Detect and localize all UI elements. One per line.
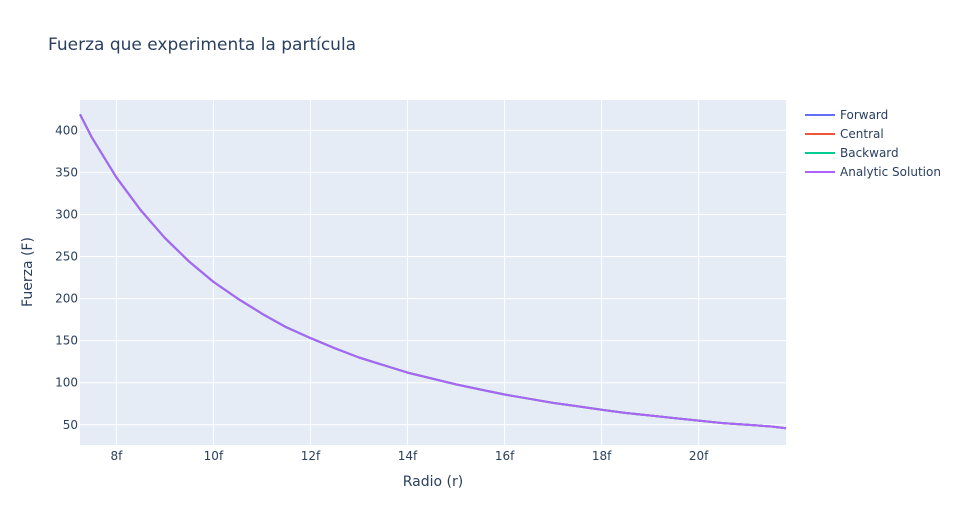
x-tick-label: 18f (592, 449, 612, 463)
chart-title: Fuerza que experimenta la partícula (48, 35, 356, 55)
y-axis-title: Fuerza (F) (20, 237, 36, 307)
legend-item[interactable]: Forward (805, 108, 888, 122)
legend-label: Analytic Solution (840, 165, 941, 179)
series-layer (79, 113, 787, 430)
y-tick-label: 400 (55, 123, 78, 137)
y-tick-label: 200 (55, 292, 78, 306)
y-tick-label: 350 (55, 165, 78, 179)
y-tick-label: 150 (55, 334, 78, 348)
legend: Forward Central Backward Analytic Solution (805, 108, 941, 179)
y-tick-label: 100 (55, 376, 78, 390)
x-axis-title: Radio (r) (403, 474, 463, 490)
y-tick-label: 250 (55, 250, 78, 264)
legend-label: Central (840, 127, 884, 141)
y-tick-label: 50 (63, 418, 78, 432)
plot-area (80, 100, 786, 445)
x-tick-label: 16f (495, 449, 515, 463)
y-axis-ticks: 50 100 150 200 250 300 350 400 (55, 123, 78, 432)
series-line-analytic-solution (79, 113, 787, 430)
y-tick-label: 300 (55, 207, 78, 221)
x-tick-label: 14f (398, 449, 418, 463)
x-tick-label: 10f (204, 449, 224, 463)
x-axis-ticks: 8f 10f 12f 14f 16f 18f 20f (110, 449, 709, 463)
legend-item[interactable]: Backward (805, 146, 899, 160)
x-tick-label: 12f (301, 449, 321, 463)
x-tick-label: 8f (110, 449, 123, 463)
legend-label: Backward (840, 146, 899, 160)
gridlines (80, 100, 786, 445)
legend-item[interactable]: Central (805, 127, 884, 141)
x-tick-label: 20f (689, 449, 709, 463)
legend-label: Forward (840, 108, 888, 122)
legend-item[interactable]: Analytic Solution (805, 165, 941, 179)
